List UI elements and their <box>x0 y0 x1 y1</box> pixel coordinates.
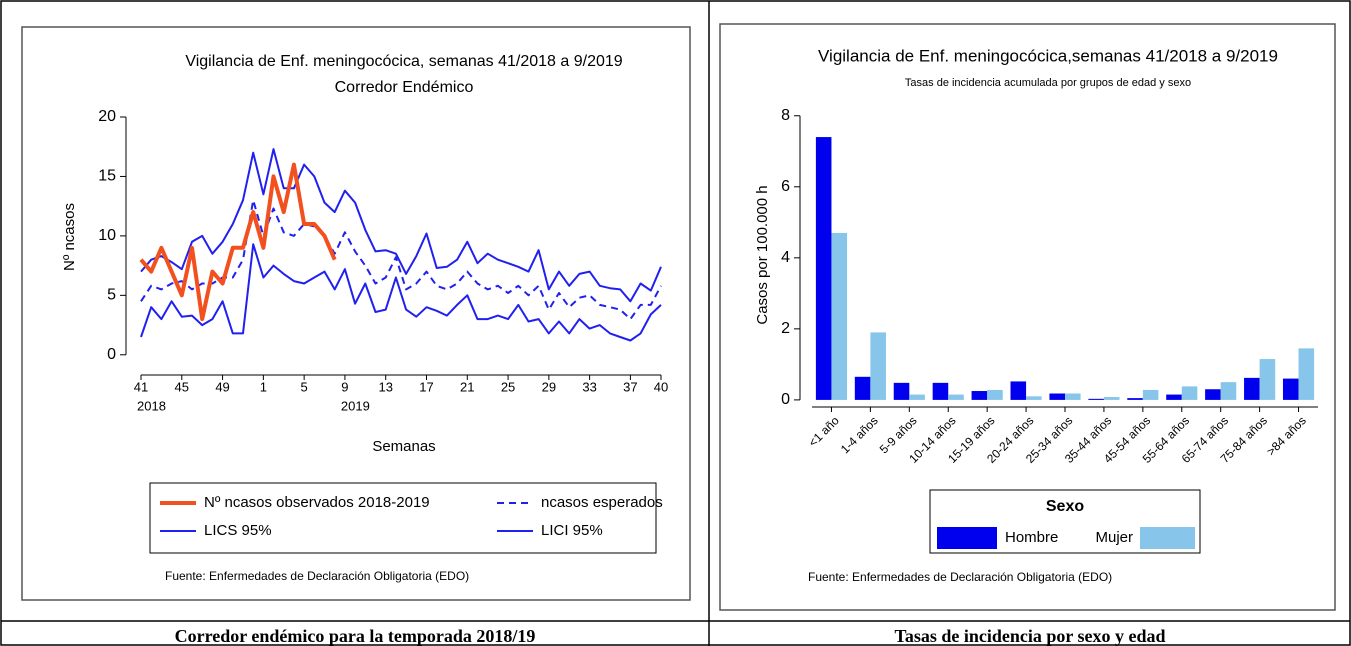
bar <box>1205 389 1221 400</box>
chart-title: Vigilancia de Enf. meningocócica,semanas… <box>818 46 1278 65</box>
y-tick-label: 8 <box>781 107 790 124</box>
x-tick-label: 40 <box>654 379 668 394</box>
legend-swatch <box>937 527 997 549</box>
legend-swatch <box>1140 527 1195 549</box>
caption: Corredor endémico para la temporada 2018… <box>175 626 536 646</box>
y-tick-label: 0 <box>107 346 116 363</box>
caption: Tasas de incidencia por sexo y edad <box>894 626 1165 646</box>
x-tick-label: 41 <box>134 379 148 394</box>
chart-subtitle: Tasas de incidencia acumulada por grupos… <box>905 77 1191 89</box>
x-group-label: 2019 <box>341 398 370 413</box>
x-tick-label: <1 año <box>806 413 842 449</box>
source-note: Fuente: Enfermedades de Declaración Obli… <box>165 569 469 583</box>
x-tick-label: 13 <box>378 379 392 394</box>
bar <box>1127 398 1143 400</box>
x-axis-label: Semanas <box>372 438 435 455</box>
bar <box>893 382 910 400</box>
x-tick-label: >84 años <box>1264 413 1309 458</box>
bar <box>1065 393 1081 400</box>
x-tick-label: 33 <box>582 379 596 394</box>
bar <box>932 382 949 400</box>
bar <box>1259 359 1276 400</box>
x-tick-label: 49 <box>215 379 229 394</box>
source-note: Fuente: Enfermedades de Declaración Obli… <box>808 570 1112 584</box>
legend-label: Mujer <box>1095 529 1133 546</box>
bar <box>1181 386 1198 400</box>
bar <box>1166 394 1182 400</box>
chart-subtitle: Corredor Endémico <box>335 79 474 96</box>
legend-title: Sexo <box>1046 498 1084 515</box>
y-tick-label: 10 <box>98 227 116 244</box>
x-tick-label: 1-4 años <box>838 413 881 456</box>
bar <box>1298 348 1315 400</box>
x-tick-label: 17 <box>419 379 433 394</box>
bar <box>971 391 988 400</box>
x-tick-label: 45 <box>175 379 189 394</box>
legend-label: LICS 95% <box>204 522 272 539</box>
x-tick-label: 9 <box>341 379 348 394</box>
bar <box>1049 393 1065 400</box>
series-line <box>140 148 662 303</box>
bar <box>909 394 925 400</box>
y-axis-label: Nº ncasos <box>61 203 78 271</box>
x-tick-label: 5 <box>301 379 308 394</box>
chart-frame <box>719 23 1336 611</box>
legend-label: Nº ncasos observados 2018-2019 <box>204 494 430 511</box>
y-tick-label: 6 <box>781 178 790 195</box>
legend-label: ncasos esperados <box>541 494 663 511</box>
bar <box>1026 396 1042 400</box>
bar <box>831 232 848 400</box>
bar <box>870 332 886 400</box>
bar <box>1010 381 1027 400</box>
legend-box <box>149 482 657 554</box>
y-tick-label: 15 <box>98 168 116 185</box>
series-line <box>140 243 662 342</box>
bar <box>1142 389 1159 400</box>
y-tick-label: 5 <box>107 287 116 304</box>
legend-label: Hombre <box>1005 529 1058 546</box>
bar <box>854 376 871 400</box>
x-tick-label: 37 <box>623 379 637 394</box>
y-tick-label: 20 <box>98 108 116 125</box>
y-tick-label: 0 <box>781 391 790 408</box>
bar <box>1244 377 1260 400</box>
x-tick-label: 21 <box>460 379 474 394</box>
chart-title: Vigilancia de Enf. meningocócica, semana… <box>185 53 622 70</box>
bar <box>987 389 1003 400</box>
y-axis-label: Casos por 100.000 h <box>754 185 771 324</box>
series-line <box>140 199 662 321</box>
y-tick-label: 4 <box>781 249 790 266</box>
x-group-label: 2018 <box>137 398 166 413</box>
legend-label: LICI 95% <box>541 522 603 539</box>
bar <box>815 137 832 400</box>
bar <box>1103 397 1120 400</box>
y-tick-label: 2 <box>781 320 790 337</box>
x-tick-label: 29 <box>542 379 556 394</box>
bar <box>1282 378 1299 400</box>
x-tick-label: 25 <box>501 379 515 394</box>
chart-frame <box>21 26 691 601</box>
series-line <box>139 162 337 322</box>
bar <box>1220 382 1237 400</box>
bar <box>948 394 964 400</box>
x-tick-label: 1 <box>260 379 267 394</box>
bar <box>1088 398 1104 400</box>
